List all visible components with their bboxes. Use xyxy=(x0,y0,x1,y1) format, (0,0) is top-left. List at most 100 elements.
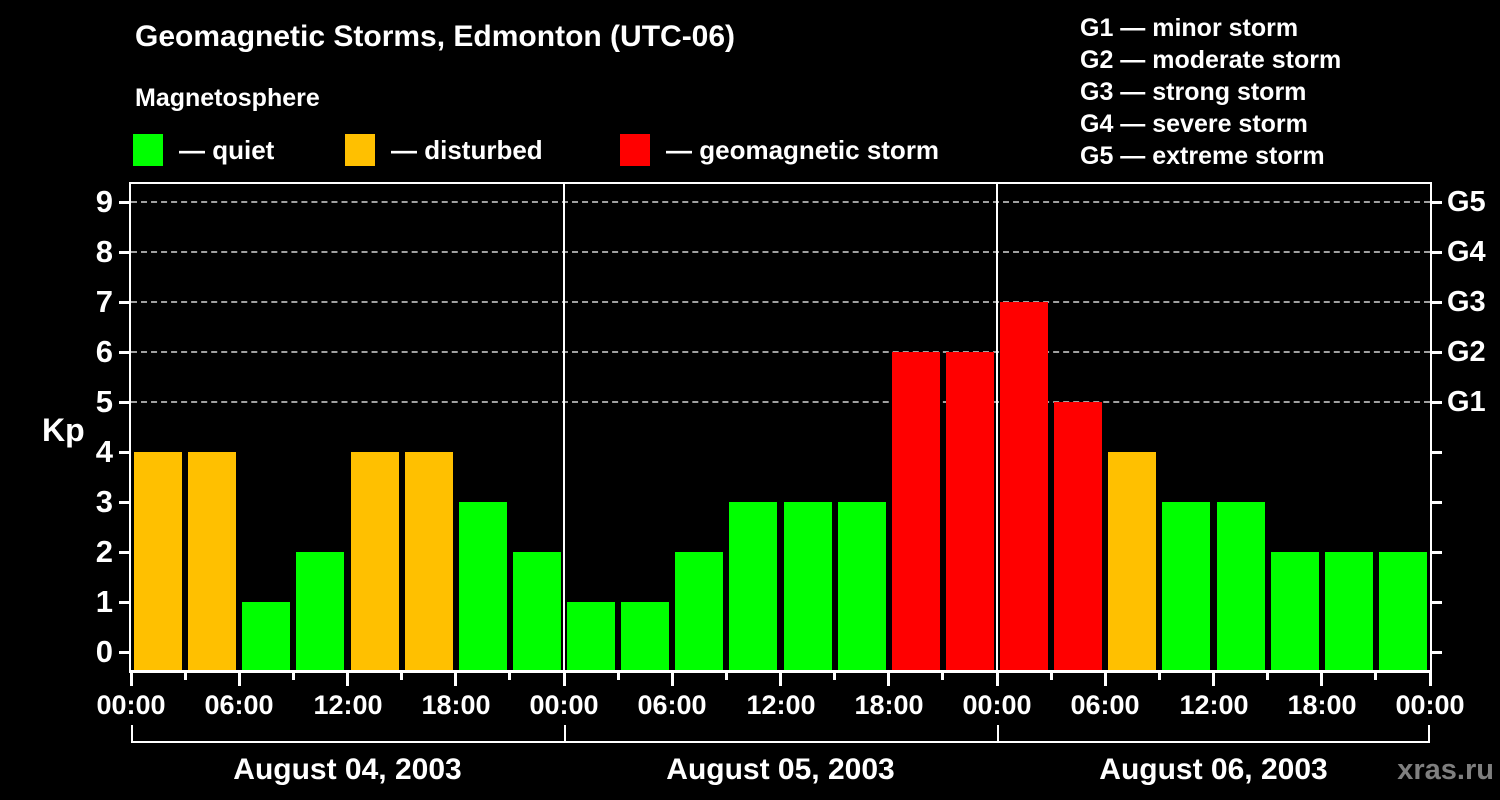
storm-swatch-icon xyxy=(620,134,650,166)
y-axis-label: 3 xyxy=(95,484,113,519)
gridline-kp9 xyxy=(131,201,1430,203)
right-axis-tick xyxy=(1432,451,1442,454)
gridline-kp8 xyxy=(131,251,1430,253)
y-axis-label: 5 xyxy=(95,384,113,419)
x-axis-tick xyxy=(617,673,620,680)
y-axis-label: 7 xyxy=(95,284,113,319)
x-axis-time-label: 18:00 xyxy=(1287,690,1357,720)
y-axis-tick xyxy=(119,451,129,454)
right-axis-tick xyxy=(1432,501,1442,504)
x-axis-tick xyxy=(184,673,187,680)
y-axis-tick xyxy=(119,301,129,304)
legend-item-quiet: — quiet xyxy=(133,134,274,166)
x-axis-time-label: 00:00 xyxy=(96,690,166,720)
y-axis-label: 8 xyxy=(95,234,113,269)
kp-bar xyxy=(459,502,507,670)
x-axis-tick xyxy=(454,673,457,686)
x-axis-time-label: 00:00 xyxy=(1395,690,1465,720)
kp-bar xyxy=(134,452,182,670)
disturbed-swatch-icon xyxy=(345,134,375,166)
date-bracket-tick xyxy=(564,725,566,741)
date-bracket-tick xyxy=(131,725,133,741)
x-axis-tick xyxy=(130,673,133,686)
g-scale-label-g2: G2 xyxy=(1447,336,1486,368)
x-axis-tick xyxy=(887,673,890,686)
g-legend-line-g4: G4 — severe storm xyxy=(1080,110,1308,138)
right-axis-tick xyxy=(1432,301,1442,304)
chart-title: Geomagnetic Storms, Edmonton (UTC-06) xyxy=(135,20,736,53)
y-axis-tick xyxy=(119,601,129,604)
g-scale-label-g1: G1 xyxy=(1447,386,1486,418)
x-axis-tick xyxy=(400,673,403,680)
right-axis-tick xyxy=(1432,551,1442,554)
kp-bar xyxy=(296,552,344,670)
x-axis-tick xyxy=(1104,673,1107,686)
kp-bar xyxy=(1108,452,1156,670)
day-divider xyxy=(996,184,998,670)
y-axis-tick xyxy=(119,651,129,654)
y-axis-label: 4 xyxy=(95,434,113,469)
kp-bar xyxy=(1054,402,1102,670)
x-axis-tick xyxy=(1320,673,1323,686)
chart-subtitle: Magnetosphere xyxy=(135,84,320,112)
right-axis-tick xyxy=(1432,201,1442,204)
date-label: August 05, 2003 xyxy=(666,753,895,786)
kp-bar xyxy=(1271,552,1319,670)
y-axis-label: 6 xyxy=(95,334,113,369)
x-axis-tick xyxy=(1266,673,1269,680)
date-bracket-line xyxy=(131,741,1430,743)
kp-bar xyxy=(892,352,940,670)
y-axis-label: 2 xyxy=(95,534,113,569)
kp-bar xyxy=(1162,502,1210,670)
x-axis-time-label: 00:00 xyxy=(529,690,599,720)
kp-bar xyxy=(1325,552,1373,670)
y-axis-tick xyxy=(119,351,129,354)
gridline-kp5 xyxy=(131,401,1430,403)
kp-bar xyxy=(729,502,777,670)
kp-bar xyxy=(946,352,994,670)
legend-label-storm: — geomagnetic storm xyxy=(666,135,940,165)
kp-bar xyxy=(784,502,832,670)
x-axis-tick xyxy=(1158,673,1161,680)
y-axis-tick xyxy=(119,401,129,404)
x-axis-time-label: 12:00 xyxy=(746,690,816,720)
g-legend-line-g1: G1 — minor storm xyxy=(1080,14,1299,42)
date-bracket: August 04, 2003 August 05, 2003 August 06,… xyxy=(131,725,1430,795)
legend-label-quiet: — quiet xyxy=(179,135,275,165)
x-axis-time-label: 06:00 xyxy=(637,690,707,720)
date-label: August 06, 2003 xyxy=(1099,753,1328,786)
g-legend-line-g2: G2 — moderate storm xyxy=(1080,46,1342,74)
x-axis-tick xyxy=(996,673,999,686)
g-legend-line-g5: G5 — extreme storm xyxy=(1080,142,1325,170)
y-axis-tick xyxy=(119,201,129,204)
kp-bar xyxy=(405,452,453,670)
x-axis-tick xyxy=(563,673,566,686)
x-axis-time-label: 18:00 xyxy=(421,690,491,720)
x-axis-tick xyxy=(941,673,944,680)
legend-item-storm: — geomagnetic storm xyxy=(620,134,939,166)
y-axis-label: 9 xyxy=(95,184,113,219)
legend-item-disturbed: — disturbed xyxy=(345,134,543,166)
x-axis-time-label: 18:00 xyxy=(854,690,924,720)
kp-bar xyxy=(1217,502,1265,670)
date-bracket-tick xyxy=(997,725,999,741)
y-axis-tick xyxy=(119,251,129,254)
y-axis-title: Kp xyxy=(42,412,85,448)
x-axis-time-label: 00:00 xyxy=(962,690,1032,720)
kp-bar xyxy=(188,452,236,670)
axis-top xyxy=(129,182,1432,184)
plot-area: 0 1 2 3 4 5 6 7 8 9 G1 G2 G3 G4 G5 00:00 06:00 12:00 18:00… xyxy=(96,182,1486,720)
x-axis-time-label: 06:00 xyxy=(204,690,274,720)
x-axis-tick xyxy=(779,673,782,686)
x-axis-time-label: 12:00 xyxy=(313,690,383,720)
x-axis-tick xyxy=(725,673,728,680)
x-axis-time-label: 12:00 xyxy=(1179,690,1249,720)
date-label: August 04, 2003 xyxy=(233,753,462,786)
quiet-swatch-icon xyxy=(133,134,163,166)
x-axis-tick xyxy=(346,673,349,686)
axis-right xyxy=(1430,182,1432,673)
day-divider xyxy=(563,184,565,670)
y-axis-tick xyxy=(119,501,129,504)
x-axis-time-label: 06:00 xyxy=(1070,690,1140,720)
right-axis-tick xyxy=(1432,351,1442,354)
